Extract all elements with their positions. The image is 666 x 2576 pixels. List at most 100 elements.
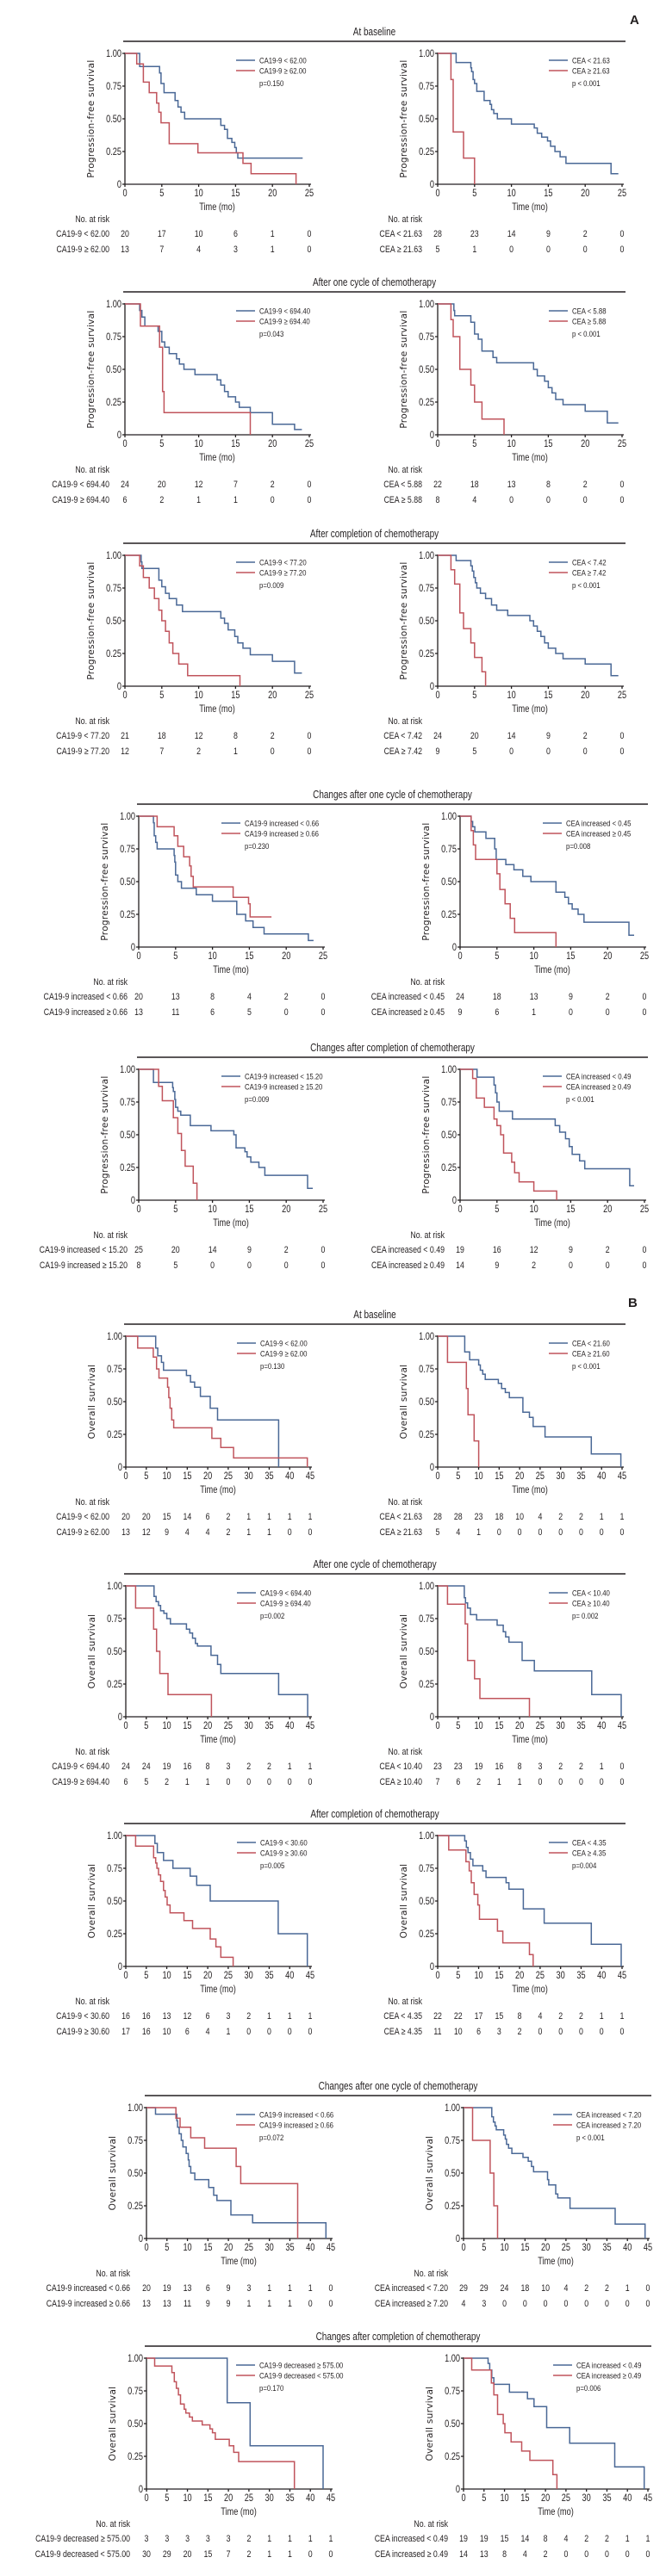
risk-count: 1 bbox=[267, 2011, 271, 2022]
risk-count: 11 bbox=[171, 1007, 180, 1018]
x-tick-label: 10 bbox=[194, 690, 202, 701]
legend-label: CEA < 10.40 bbox=[572, 1588, 610, 1598]
risk-count: 4 bbox=[472, 495, 476, 505]
x-tick-label: 10 bbox=[194, 189, 202, 199]
x-tick-label: 15 bbox=[495, 1971, 503, 1981]
no-at-risk-header: No. at risk bbox=[388, 716, 422, 727]
legend-label: CA19-9 < 77.20 bbox=[259, 558, 307, 567]
survival-curve-low bbox=[438, 1835, 622, 1966]
x-axis-title: Time (mo) bbox=[512, 202, 548, 213]
x-tick-label: 15 bbox=[495, 1471, 503, 1482]
x-tick-label: 25 bbox=[224, 1971, 233, 1981]
y-tick-label: 1.00 bbox=[441, 1065, 457, 1075]
x-axis-title: Time (mo) bbox=[199, 453, 235, 463]
risk-count: 0 bbox=[267, 2027, 271, 2037]
risk-count: 5 bbox=[173, 1260, 177, 1271]
y-tick-label: 1.00 bbox=[419, 49, 434, 59]
y-tick-label: 1.00 bbox=[419, 1582, 434, 1592]
y-tick-label: 0.25 bbox=[107, 1680, 122, 1690]
x-tick-label: 5 bbox=[159, 690, 164, 701]
risk-count: 30 bbox=[142, 2549, 151, 2560]
survival-curve-low bbox=[438, 1585, 622, 1717]
ca19-9-km-plot: 0 5 10 15 20 2500.250.500.751.00Progression-f… bbox=[52, 300, 314, 505]
legend-label: CA19-9 increased < 0.66 bbox=[245, 819, 319, 828]
risk-count: 7 bbox=[159, 746, 164, 757]
no-at-risk-header: No. at risk bbox=[96, 2519, 130, 2530]
risk-count: 7 bbox=[436, 1777, 440, 1787]
x-tick-label: 20 bbox=[224, 2243, 233, 2253]
risk-count: 5 bbox=[472, 746, 476, 757]
y-tick-label: 0.50 bbox=[445, 2169, 460, 2179]
risk-count: 1 bbox=[600, 1762, 604, 1772]
risk-count: 20 bbox=[171, 1245, 180, 1255]
risk-count: 4 bbox=[185, 1527, 190, 1538]
x-tick-label: 35 bbox=[602, 2243, 611, 2253]
section-4: Changes after completion of chemotherapy… bbox=[40, 1043, 650, 1271]
risk-count: 0 bbox=[643, 1245, 647, 1255]
risk-count: 0 bbox=[509, 245, 514, 255]
risk-count: 19 bbox=[456, 1245, 464, 1255]
risk-count: 0 bbox=[288, 1527, 292, 1538]
risk-count: 12 bbox=[530, 1245, 538, 1255]
y-tick-label: 1.00 bbox=[120, 812, 135, 822]
risk-count: 0 bbox=[288, 2027, 292, 2037]
y-tick-label: 1.00 bbox=[120, 1065, 135, 1075]
risk-count: 21 bbox=[121, 731, 129, 741]
p-value: p=0.008 bbox=[566, 841, 590, 851]
y-tick-label: 0.50 bbox=[120, 1130, 135, 1141]
x-tick-label: 45 bbox=[618, 1971, 626, 1981]
risk-count: 0 bbox=[497, 1527, 501, 1538]
risk-count: 0 bbox=[606, 1260, 610, 1271]
risk-count: 16 bbox=[142, 2027, 151, 2037]
risk-count: 1 bbox=[329, 2534, 333, 2544]
risk-count: 0 bbox=[583, 495, 588, 505]
x-tick-label: 15 bbox=[495, 1721, 503, 1731]
risk-row-label: CA19-9 < 77.20 bbox=[56, 731, 109, 741]
x-tick-label: 40 bbox=[623, 2493, 632, 2504]
risk-count: 1 bbox=[472, 245, 476, 255]
legend-label: CEA increased ≥ 0.49 bbox=[566, 1082, 631, 1092]
y-tick-label: 0.50 bbox=[107, 1897, 122, 1907]
risk-count: 20 bbox=[121, 1512, 130, 1522]
risk-count: 29 bbox=[480, 2283, 489, 2294]
risk-count: 4 bbox=[563, 2283, 568, 2294]
risk-count: 19 bbox=[475, 1762, 483, 1772]
survival-curve-high bbox=[438, 1835, 534, 1966]
x-tick-label: 15 bbox=[245, 951, 253, 962]
x-tick-label: 0 bbox=[457, 1204, 462, 1215]
x-axis-title: Time (mo) bbox=[512, 1735, 548, 1745]
x-tick-label: 5 bbox=[159, 439, 164, 449]
cea-km-plot: 0 5 10 15 20 25 30 35 40 4500.250.500.751.00Overa… bbox=[383, 1831, 626, 2037]
risk-count: 19 bbox=[459, 2534, 468, 2544]
risk-count: 12 bbox=[195, 731, 203, 741]
legend-label: CEA ≥ 10.40 bbox=[572, 1599, 610, 1608]
y-tick-label: 0.75 bbox=[107, 1365, 122, 1375]
risk-count: 1 bbox=[288, 2549, 292, 2560]
y-axis-title: Overall survival bbox=[399, 1614, 409, 1689]
risk-count: 2 bbox=[544, 2549, 548, 2560]
risk-count: 3 bbox=[206, 2534, 210, 2544]
x-tick-label: 20 bbox=[541, 2243, 550, 2253]
x-tick-label: 35 bbox=[285, 2243, 294, 2253]
legend-label: CA19-9 increased < 15.20 bbox=[245, 1072, 323, 1081]
y-tick-label: 1.00 bbox=[106, 49, 121, 59]
x-axis-title: Time (mo) bbox=[534, 1218, 570, 1229]
risk-count: 14 bbox=[507, 731, 516, 741]
x-tick-label: 25 bbox=[618, 189, 626, 199]
risk-count: 0 bbox=[620, 2027, 625, 2037]
survival-curve-high bbox=[146, 2107, 299, 2239]
risk-count: 0 bbox=[643, 1007, 647, 1018]
risk-count: 8 bbox=[137, 1260, 141, 1271]
x-tick-label: 20 bbox=[203, 1471, 212, 1482]
y-tick-label: 1.00 bbox=[419, 551, 434, 561]
risk-count: 1 bbox=[308, 1762, 313, 1772]
y-tick-label: 0 bbox=[117, 180, 121, 190]
x-tick-label: 10 bbox=[474, 1471, 482, 1482]
survival-curve-low bbox=[125, 554, 302, 674]
ca19-9-km-plot: 0 5 10 15 20 25 30 35 40 4500.250.500.751.00Overa… bbox=[56, 1332, 314, 1538]
x-tick-label: 10 bbox=[183, 2493, 191, 2504]
x-tick-label: 40 bbox=[623, 2243, 632, 2253]
risk-count: 1 bbox=[267, 1512, 271, 1522]
cea-km-plot: 0 5 10 15 20 2500.250.500.751.00Progression-f… bbox=[371, 812, 650, 1018]
